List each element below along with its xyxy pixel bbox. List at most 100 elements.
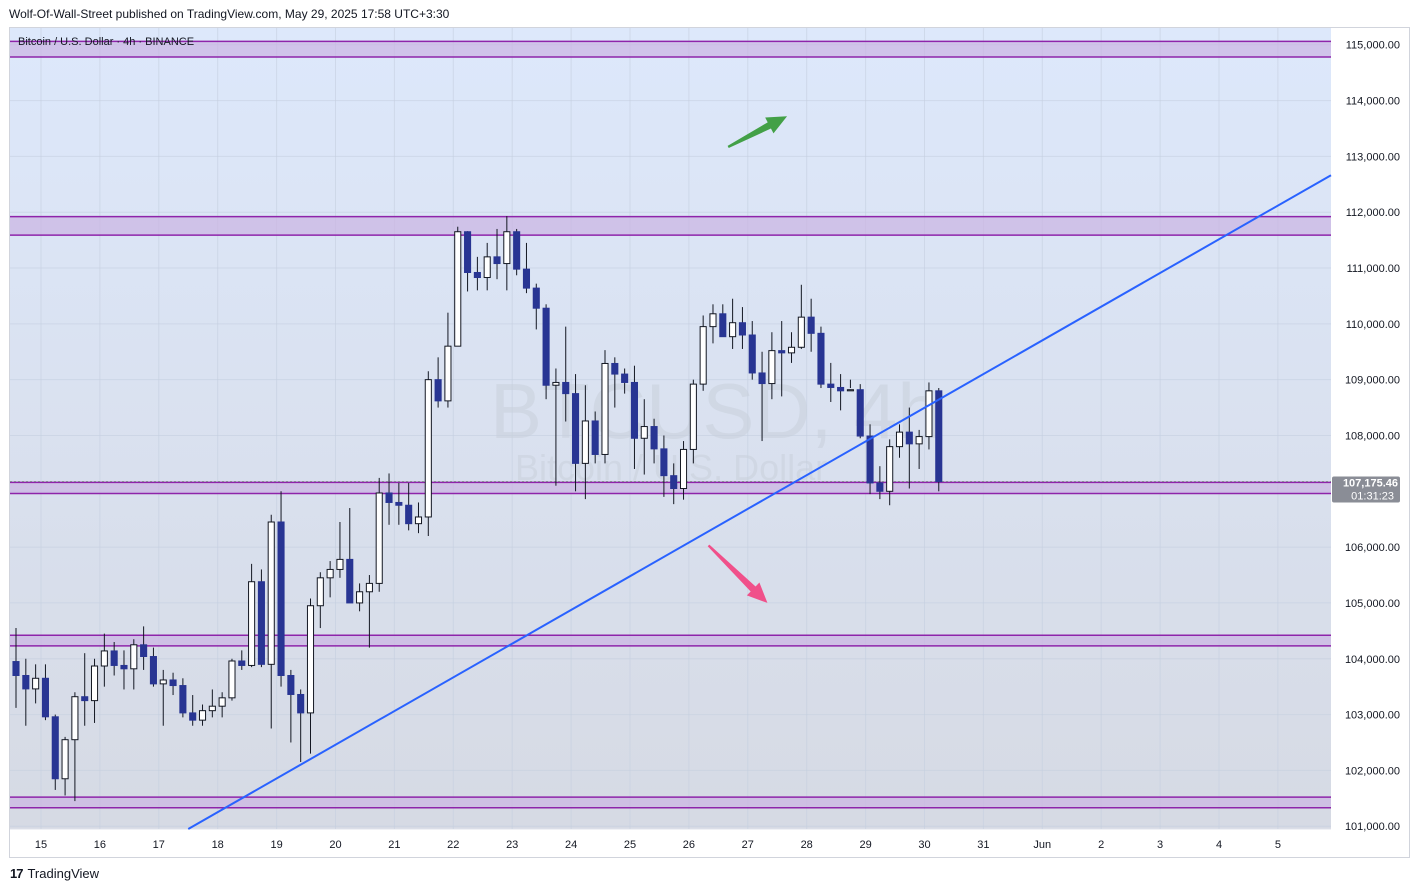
price-axis[interactable]: 115,000.00 114,000.00 113,000.00 112,000.00… [1345,40,1400,833]
candle-bearish [81,696,89,702]
time-tick-label: 27 [742,839,754,851]
trendline[interactable] [187,174,1332,830]
candle-bearish [464,231,472,273]
candle-bearish [738,322,746,336]
chart-frame[interactable]: BTCUSD, 4h Bitcoin / U.S. Dollar Bitcoin… [9,27,1410,858]
candle-bullish [356,591,364,604]
candle-bearish [522,268,531,289]
candle-bullish [414,516,423,525]
candle-bearish [660,448,668,477]
candle-bullish [699,326,707,385]
candle-bearish [837,386,845,392]
price-tick-label: 113,000.00 [1346,151,1400,163]
time-tick-label: 19 [270,839,282,851]
price-tag-box [1332,476,1400,503]
footer-brand: TradingView [27,866,100,881]
price-tick-label: 115,000.00 [1346,40,1400,52]
time-tick-label: 15 [35,839,47,851]
candle-bullish [846,389,854,392]
footer: 17 TradingView [10,866,99,881]
candle-bearish [189,712,197,721]
candle-bullish [503,231,511,265]
time-tick-label: 17 [153,839,165,851]
time-tick-label: 2 [1098,839,1104,851]
candle-bullish [130,644,138,670]
price-tick-label: 114,000.00 [1346,96,1400,108]
candle-bearish [277,521,285,676]
candle-bullish [198,710,207,721]
candle-bearish [748,334,756,374]
candle-bearish [630,381,638,439]
candle-bullish [581,420,589,464]
candle-bullish [326,568,334,579]
candle-bullish [218,697,226,707]
zone-fill [10,797,1331,808]
candle-bearish [12,661,20,676]
price-tag: 107,175.46 01:31:23 [1332,476,1400,503]
time-tick-label: 23 [506,839,518,851]
candle-bearish [297,693,305,714]
candle-bearish [434,379,442,402]
candle-bearish [827,383,835,388]
candle-bearish [591,420,599,455]
candle-bearish [562,381,570,395]
symbol-label: Bitcoin / U.S. Dollar · 4h · BINANCE [18,36,194,48]
candle-bullish [61,739,69,780]
candle-bullish [267,521,275,665]
candle-bearish [542,307,550,386]
candle-bearish [149,656,157,685]
time-tick-label: 18 [212,839,224,851]
candlestick-chart[interactable]: BTCUSD, 4h Bitcoin / U.S. Dollar Bitcoin… [10,28,1410,858]
zone-fill [10,41,1331,58]
candle-bullish [787,346,796,354]
candle-bearish [473,271,481,279]
price-tick-label: 110,000.00 [1346,319,1400,331]
candle-bullish [886,446,894,492]
candle-bearish [532,287,540,309]
axis-background [1331,28,1409,857]
price-tag-countdown: 01:31:23 [1351,491,1394,503]
publish-header: Wolf-Of-Wall-Street published on Trading… [9,7,450,21]
candle-bullish [248,581,256,666]
candle-bearish [611,362,619,375]
candle-bearish [120,664,128,670]
candle-bearish [572,393,580,464]
candle-bullish [640,426,648,439]
candle-bearish [110,650,118,666]
time-axis[interactable]: 15 16 17 18 19 20 21 22 23 24 25 26 27 28 29 30 31 Jun 2 3 4… [35,839,1281,851]
zone-fill [10,635,1331,646]
candle-bullish [552,381,560,386]
arrow-down-icon [707,544,768,603]
price-tick-label: 108,000.00 [1345,430,1400,442]
candle-bearish [650,426,658,450]
candle-bearish [866,435,874,484]
candle-bearish [493,256,501,265]
candle-bearish [513,231,521,270]
candle-bullish [365,582,373,593]
time-tick-label: 3 [1157,839,1163,851]
candle-bearish [876,482,884,492]
candle-bullish [90,665,99,702]
price-tick-label: 103,000.00 [1345,710,1400,722]
price-tick-label: 105,000.00 [1345,598,1400,610]
arrows-layer [707,116,788,603]
candle-bullish [208,705,216,712]
candle-bullish [925,390,933,438]
candle-bearish [719,313,727,338]
candle-bearish [51,716,59,780]
candle-bullish [679,448,688,490]
price-tick-label: 102,000.00 [1345,765,1400,777]
candle-bearish [238,660,246,666]
candle-bullish [709,313,717,328]
candle-bearish [41,677,49,718]
candle-bearish [346,558,354,604]
time-tick-label: Jun [1033,839,1051,851]
candle-bearish [395,501,403,506]
price-tag-price: 107,175.46 [1343,478,1398,490]
candle-bullish [424,379,432,518]
candle-bullish [729,322,737,338]
candle-bearish [385,492,393,503]
candle-bearish [935,390,943,483]
candle-bearish [257,581,265,665]
candle-bullish [915,436,923,445]
